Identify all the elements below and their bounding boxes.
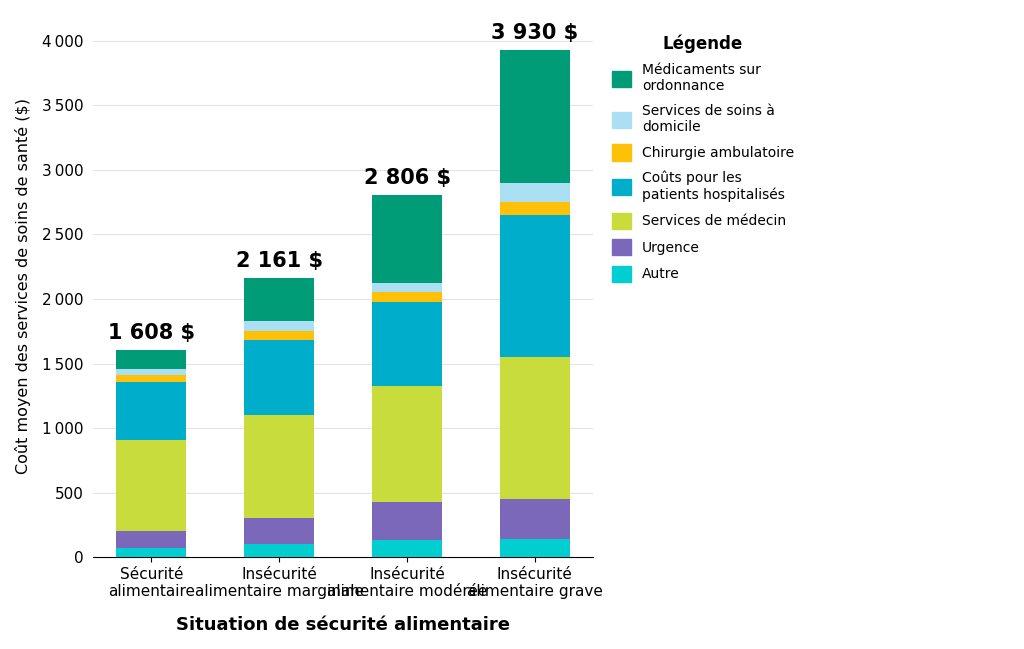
Bar [372, 386, 442, 502]
Bar [116, 531, 186, 548]
Y-axis label: Coût moyen des services de soins de santé ($): Coût moyen des services de soins de sant… [15, 98, 31, 474]
Bar [244, 340, 314, 415]
Bar [116, 369, 186, 374]
Bar [372, 292, 442, 302]
Bar [500, 357, 570, 499]
Bar [500, 50, 570, 183]
Bar [244, 278, 314, 321]
Bar [244, 415, 314, 519]
Bar [372, 283, 442, 292]
Bar [116, 374, 186, 382]
Legend: Médicaments sur
ordonnance, Services de soins à
domicile, Chirurgie ambulatoire,: Médicaments sur ordonnance, Services de … [605, 27, 801, 289]
Bar [244, 321, 314, 331]
Bar [500, 215, 570, 357]
Text: 1 608 $: 1 608 $ [108, 323, 195, 343]
Bar [500, 539, 570, 557]
Text: 2 806 $: 2 806 $ [364, 168, 451, 188]
Bar [244, 331, 314, 340]
X-axis label: Situation de sécurité alimentaire: Situation de sécurité alimentaire [176, 616, 510, 634]
Bar [244, 519, 314, 545]
Bar [500, 202, 570, 215]
Bar [116, 350, 186, 369]
Bar [244, 545, 314, 557]
Bar [116, 441, 186, 531]
Text: 2 161 $: 2 161 $ [236, 251, 323, 271]
Text: 3 930 $: 3 930 $ [492, 23, 579, 43]
Bar [372, 302, 442, 386]
Bar [500, 499, 570, 539]
Bar [116, 382, 186, 441]
Bar [372, 502, 442, 541]
Bar [500, 183, 570, 202]
Bar [372, 541, 442, 557]
Bar [372, 195, 442, 283]
Bar [116, 548, 186, 557]
